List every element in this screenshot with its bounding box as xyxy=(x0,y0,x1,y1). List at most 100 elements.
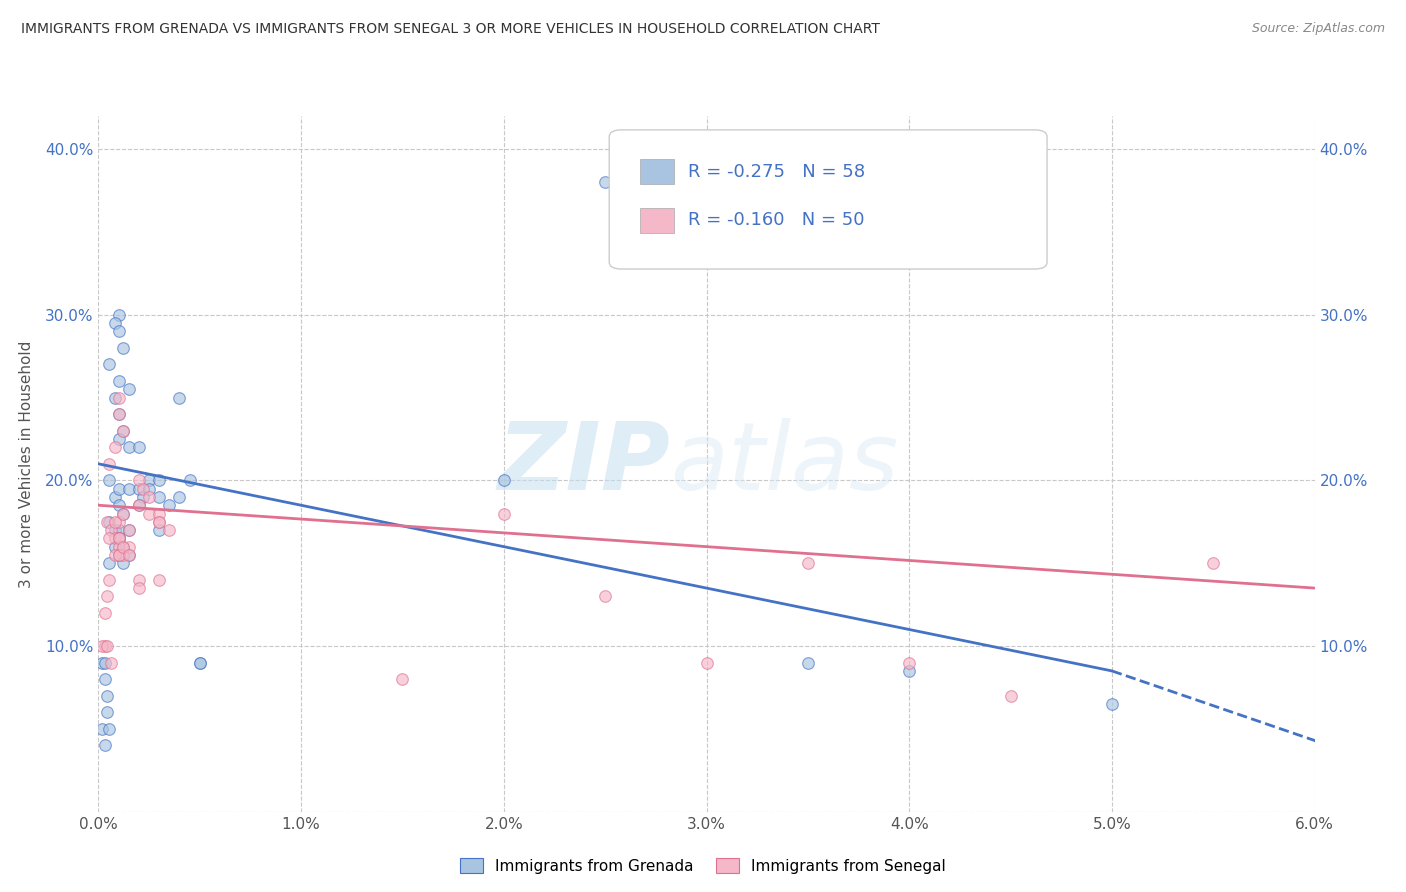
Point xyxy=(104,532,127,546)
Point xyxy=(111,341,134,355)
Point xyxy=(148,573,170,587)
Point xyxy=(100,656,122,670)
Point xyxy=(104,540,127,554)
Point xyxy=(898,656,921,670)
Point xyxy=(138,474,160,488)
Point xyxy=(128,498,150,512)
Point xyxy=(93,672,115,686)
Point xyxy=(107,432,129,446)
FancyBboxPatch shape xyxy=(609,130,1047,269)
Text: Source: ZipAtlas.com: Source: ZipAtlas.com xyxy=(1251,22,1385,36)
FancyBboxPatch shape xyxy=(640,208,673,233)
Point xyxy=(1202,556,1225,570)
Text: ZIP: ZIP xyxy=(498,417,671,510)
Point xyxy=(93,739,115,753)
Point xyxy=(96,515,118,529)
Legend: Immigrants from Grenada, Immigrants from Senegal: Immigrants from Grenada, Immigrants from… xyxy=(454,852,952,880)
Point xyxy=(138,482,160,496)
Point xyxy=(148,474,170,488)
Point xyxy=(96,706,118,720)
Point xyxy=(118,548,141,562)
Point xyxy=(118,382,141,396)
Point xyxy=(128,573,150,587)
Point xyxy=(111,548,134,562)
Point xyxy=(107,324,129,338)
Point xyxy=(188,656,211,670)
Text: R = -0.160   N = 50: R = -0.160 N = 50 xyxy=(689,211,865,229)
FancyBboxPatch shape xyxy=(640,159,673,184)
Point xyxy=(91,639,114,653)
Point xyxy=(593,175,616,189)
Point xyxy=(96,590,118,604)
Point xyxy=(96,639,118,653)
Point xyxy=(97,556,120,570)
Point xyxy=(797,656,820,670)
Point xyxy=(104,316,127,330)
Point xyxy=(128,440,150,454)
Point xyxy=(107,548,129,562)
Point xyxy=(148,507,170,521)
Point xyxy=(107,308,129,322)
Point xyxy=(111,540,134,554)
Point xyxy=(107,540,129,554)
Point xyxy=(107,482,129,496)
Point xyxy=(104,548,127,562)
Point xyxy=(93,639,115,653)
Point xyxy=(96,689,118,703)
Point xyxy=(107,532,129,546)
Point xyxy=(118,440,141,454)
Point xyxy=(107,498,129,512)
Point xyxy=(97,457,120,471)
Point xyxy=(148,515,170,529)
Point xyxy=(111,507,134,521)
Point xyxy=(1000,689,1022,703)
Point xyxy=(104,515,127,529)
Point xyxy=(107,548,129,562)
Point xyxy=(898,664,921,678)
Point xyxy=(157,523,180,537)
Point xyxy=(179,474,201,488)
Point xyxy=(107,532,129,546)
Text: atlas: atlas xyxy=(671,418,898,509)
Text: IMMIGRANTS FROM GRENADA VS IMMIGRANTS FROM SENEGAL 3 OR MORE VEHICLES IN HOUSEHO: IMMIGRANTS FROM GRENADA VS IMMIGRANTS FR… xyxy=(21,22,880,37)
Point xyxy=(107,407,129,421)
Point xyxy=(93,606,115,620)
Point xyxy=(169,490,191,504)
Point xyxy=(107,532,129,546)
Point xyxy=(107,515,129,529)
Point xyxy=(118,548,141,562)
Point xyxy=(593,590,616,604)
Point xyxy=(104,391,127,405)
Point xyxy=(97,474,120,488)
Point xyxy=(97,358,120,372)
Point xyxy=(107,548,129,562)
Point xyxy=(128,498,150,512)
Point xyxy=(1101,697,1123,711)
Point xyxy=(93,656,115,670)
Point xyxy=(118,540,141,554)
Point xyxy=(138,490,160,504)
Point xyxy=(157,498,180,512)
Text: R = -0.275   N = 58: R = -0.275 N = 58 xyxy=(689,162,866,180)
Point xyxy=(132,482,155,496)
Point xyxy=(104,490,127,504)
Point xyxy=(128,482,150,496)
Point xyxy=(111,556,134,570)
Point xyxy=(148,523,170,537)
Point xyxy=(128,474,150,488)
Point xyxy=(97,532,120,546)
Point xyxy=(132,490,155,504)
Point xyxy=(111,424,134,438)
Point xyxy=(97,573,120,587)
Point xyxy=(100,523,122,537)
Point xyxy=(118,482,141,496)
Point xyxy=(111,540,134,554)
Point xyxy=(138,507,160,521)
Point xyxy=(104,523,127,537)
Point xyxy=(107,391,129,405)
Point xyxy=(797,556,820,570)
Point xyxy=(111,507,134,521)
Point xyxy=(492,474,515,488)
Point xyxy=(107,407,129,421)
Point xyxy=(107,532,129,546)
